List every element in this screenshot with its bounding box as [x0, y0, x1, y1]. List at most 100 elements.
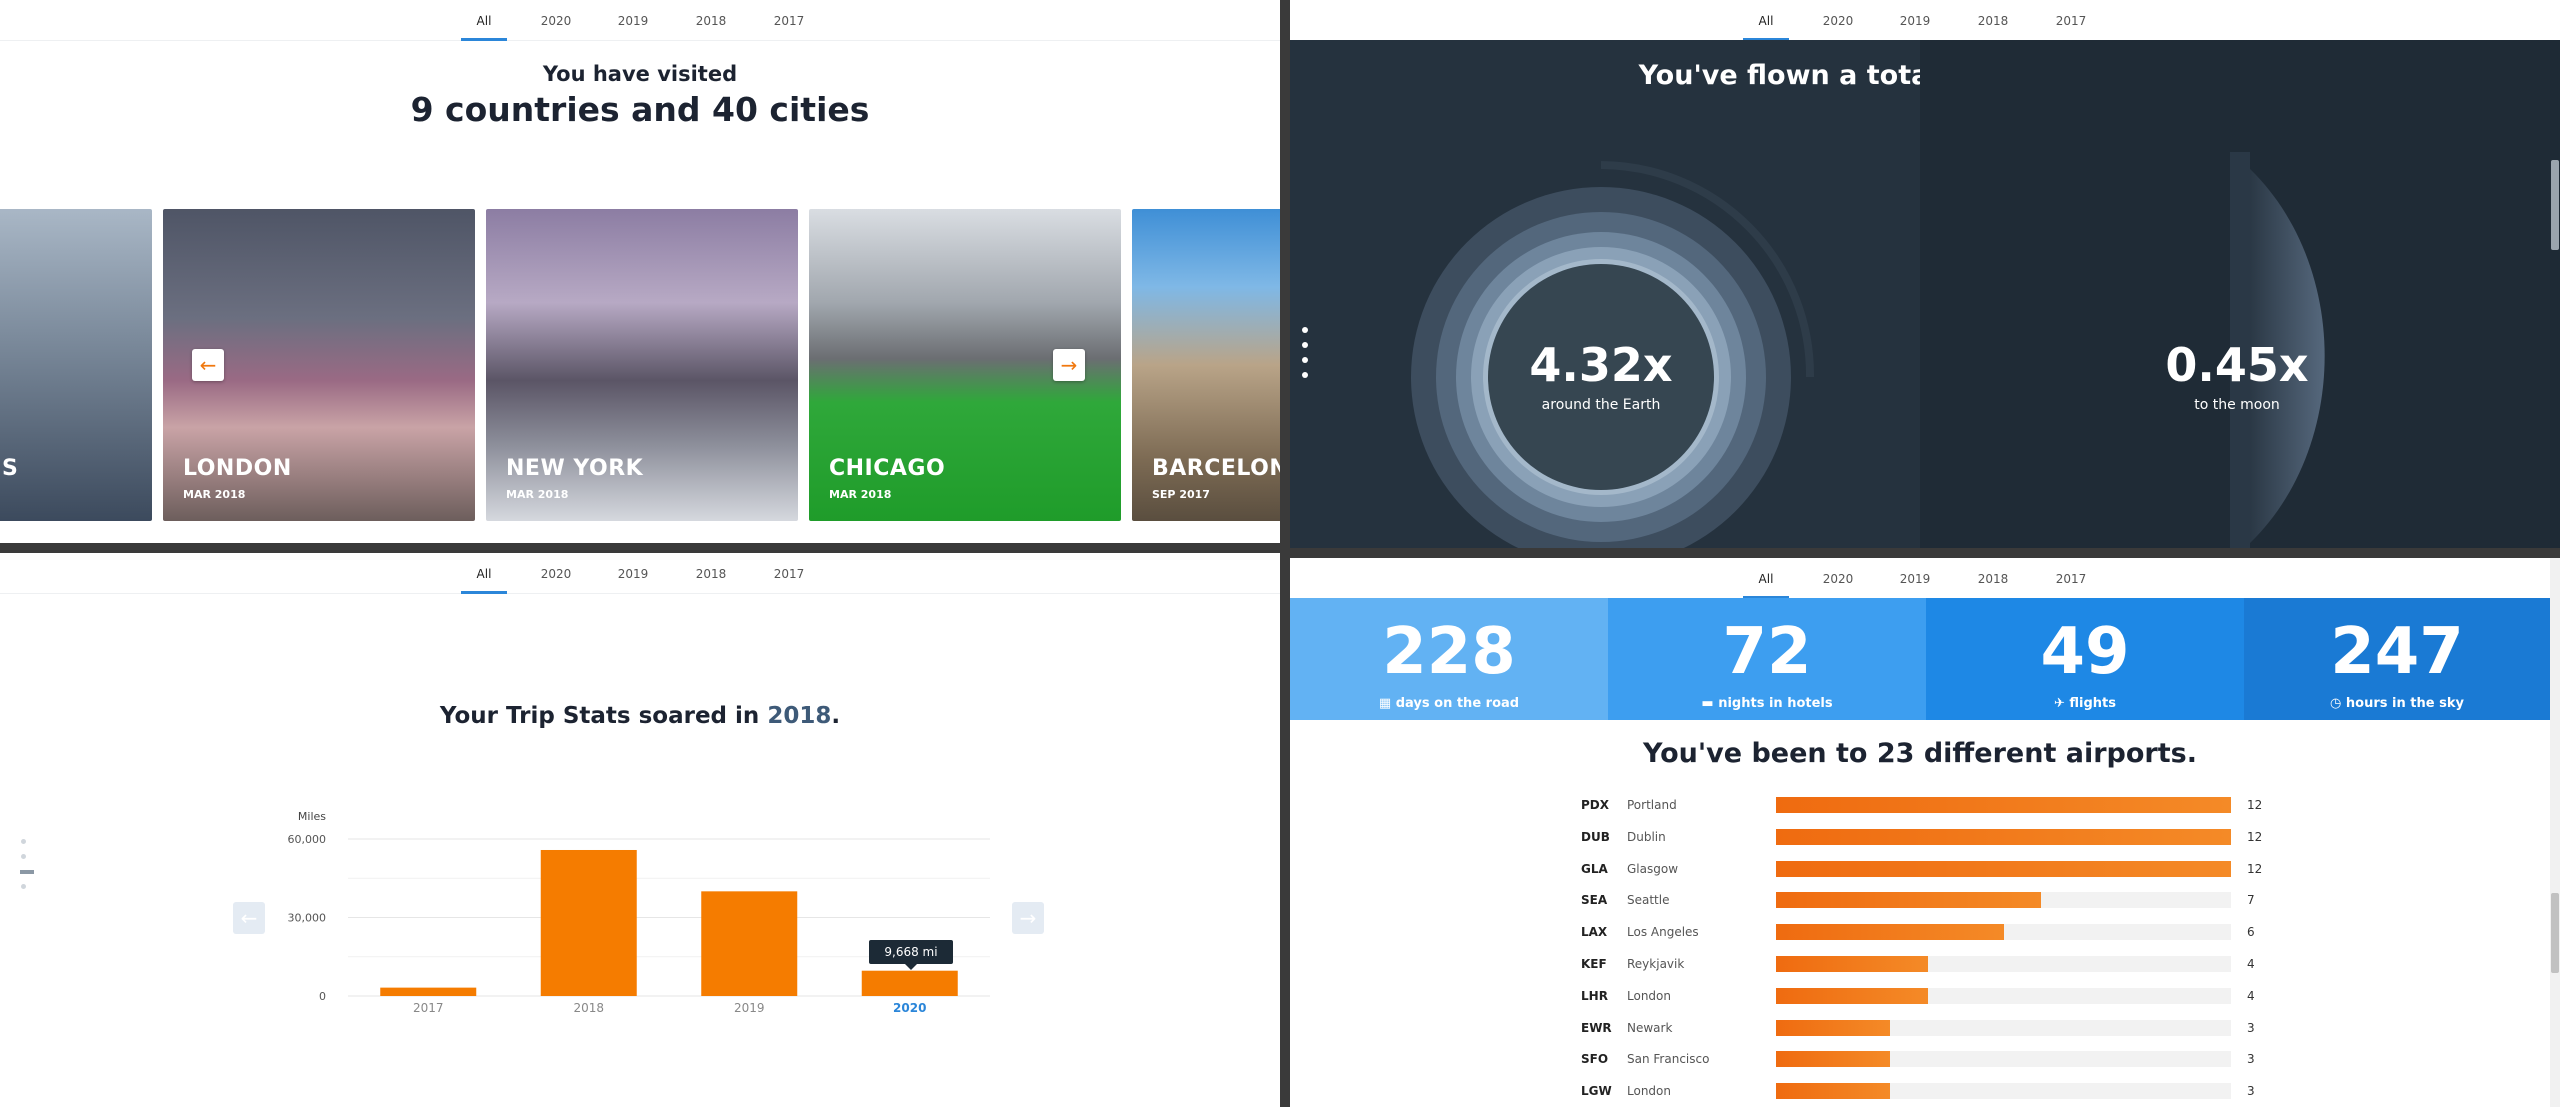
year-tabs: All 2020 2019 2018 2017 [0, 0, 1280, 41]
tab-2017[interactable]: 2017 [2055, 572, 2087, 586]
bar-2017[interactable] [380, 987, 477, 996]
tab-2019[interactable]: 2019 [617, 567, 649, 581]
airport-row: PDX Portland 12 [1290, 788, 2550, 820]
tab-2017[interactable]: 2017 [2055, 14, 2087, 28]
city-card[interactable]: NEW YORK MAR 2018 [486, 209, 798, 521]
city-name: CHICAGO [829, 456, 946, 481]
tab-2018[interactable]: 2018 [1977, 14, 2009, 28]
stat-nights: 72 ▬ nights in hotels [1608, 598, 1926, 720]
chart-prev-button[interactable]: ← [233, 902, 265, 934]
airport-city: Reykjavik [1627, 957, 1685, 971]
tab-2020[interactable]: 2020 [540, 567, 572, 581]
airport-row: LHR London 4 [1290, 979, 2550, 1011]
tab-2019[interactable]: 2019 [617, 14, 649, 28]
tab-2018[interactable]: 2018 [695, 567, 727, 581]
airport-row: SFO San Francisco 3 [1290, 1042, 2550, 1074]
chart-next-button[interactable]: → [1012, 902, 1044, 934]
airport-code: EWR [1581, 1020, 1612, 1035]
stat-value: 72 [1722, 615, 1812, 689]
airport-bar-track [1776, 987, 2231, 1004]
city-date: MAR 2018 [506, 488, 569, 501]
tab-all[interactable]: All [1741, 572, 1791, 599]
bar-2020[interactable] [861, 970, 958, 996]
airport-bar-track [1776, 924, 2231, 941]
page-scrollbar[interactable] [2550, 558, 2560, 1107]
city-date: SEP 2017 [1152, 488, 1210, 501]
airport-bar-track [1776, 828, 2231, 845]
city-card[interactable]: BARCELONA SEP 2017 [1132, 209, 1280, 521]
tab-2020[interactable]: 2020 [540, 14, 572, 28]
y-axis-label: Miles [298, 810, 326, 823]
carousel-prev-button[interactable]: ← [192, 349, 224, 381]
carousel-next-button[interactable]: → [1053, 349, 1085, 381]
visited-panel: All 2020 2019 2018 2017 You have visited… [0, 0, 1280, 543]
city-photo [486, 209, 798, 521]
airports-panel: All 2020 2019 2018 2017 228 ▦ days on th… [1290, 558, 2550, 1107]
airport-count: 12 [2247, 798, 2263, 812]
airport-count: 4 [2247, 957, 2255, 971]
airport-row: EWR Newark 3 [1290, 1011, 2550, 1043]
city-card[interactable]: S [0, 209, 152, 521]
tab-2017[interactable]: 2017 [773, 14, 805, 28]
trip-chart: Miles 0 30,000 60,000 2017 2018 2019 2020 [288, 810, 990, 1015]
stat-value: 247 [2330, 615, 2464, 689]
tab-all[interactable]: All [459, 14, 509, 41]
bar-2019[interactable] [701, 891, 798, 996]
tab-2020[interactable]: 2020 [1822, 14, 1854, 28]
airport-row: DUB Dublin 12 [1290, 820, 2550, 852]
airport-bar [1776, 797, 2231, 813]
x-tick-label: 2019 [734, 1001, 765, 1015]
airport-bar [1776, 987, 1928, 1004]
stat-value: 49 [2040, 615, 2130, 689]
airport-bar-track [1776, 1051, 2231, 1068]
airport-code: KEF [1581, 957, 1607, 971]
tab-2019[interactable]: 2019 [1899, 572, 1931, 586]
airport-count: 12 [2247, 861, 2263, 876]
bar-2018[interactable] [540, 849, 637, 996]
airport-count: 6 [2247, 925, 2255, 940]
airport-city: San Francisco [1627, 1052, 1710, 1067]
airports-title: You've been to 23 different airports. [1643, 738, 2197, 769]
tab-2018[interactable]: 2018 [695, 14, 727, 28]
airport-city: Seattle [1627, 893, 1670, 908]
airport-city: London [1627, 1084, 1671, 1099]
tripstats-title-year: 2018 [767, 703, 832, 729]
airport-count: 4 [2247, 988, 2255, 1003]
moon-multiplier: 0.45x [2165, 338, 2309, 392]
airport-bar [1776, 860, 2231, 877]
tab-2019[interactable]: 2019 [1899, 14, 1931, 28]
tab-2020[interactable]: 2020 [1822, 572, 1854, 586]
airport-row: SEA Seattle 7 [1290, 883, 2550, 915]
city-photo [1132, 209, 1280, 521]
airport-city: Newark [1627, 1020, 1673, 1035]
earth-multiplier: 4.32x [1529, 338, 1673, 392]
airport-city: London [1627, 988, 1671, 1003]
city-date: MAR 2018 [829, 488, 892, 501]
tripstats-panel: All 2020 2019 2018 2017 Your Trip Stats … [0, 553, 1280, 1107]
airport-code: SEA [1581, 893, 1608, 908]
airport-count: 3 [2247, 1052, 2255, 1067]
stat-label: days on the road [1395, 696, 1520, 711]
tab-2017[interactable]: 2017 [773, 567, 805, 581]
airport-row: LAX Los Angeles 6 [1290, 915, 2550, 947]
airport-bar [1776, 828, 2231, 845]
y-tick-label: 0 [319, 990, 326, 1003]
bar-tooltip: 9,668 mi [869, 940, 953, 964]
city-name: NEW YORK [506, 456, 644, 481]
tab-all[interactable]: All [1741, 14, 1791, 41]
airport-code: GLA [1581, 861, 1608, 876]
airport-bar-track [1776, 1019, 2231, 1036]
stat-hours: 247 ◷ hours in the sky [2244, 598, 2550, 720]
stat-days: 228 ▦ days on the road [1290, 598, 1608, 720]
airport-bar-track [1776, 860, 2231, 877]
airport-bar-track [1776, 1083, 2231, 1100]
airport-bar [1776, 1019, 1890, 1036]
scrollbar[interactable] [2550, 40, 2560, 548]
airport-count: 3 [2247, 1084, 2255, 1099]
distance-visual [1302, 40, 2560, 548]
airport-bar-track [1776, 892, 2231, 909]
year-tabs: All 2020 2019 2018 2017 [1290, 0, 2560, 41]
airport-count: 12 [2247, 829, 2263, 844]
tab-all[interactable]: All [459, 567, 509, 594]
tab-2018[interactable]: 2018 [1977, 572, 2009, 586]
